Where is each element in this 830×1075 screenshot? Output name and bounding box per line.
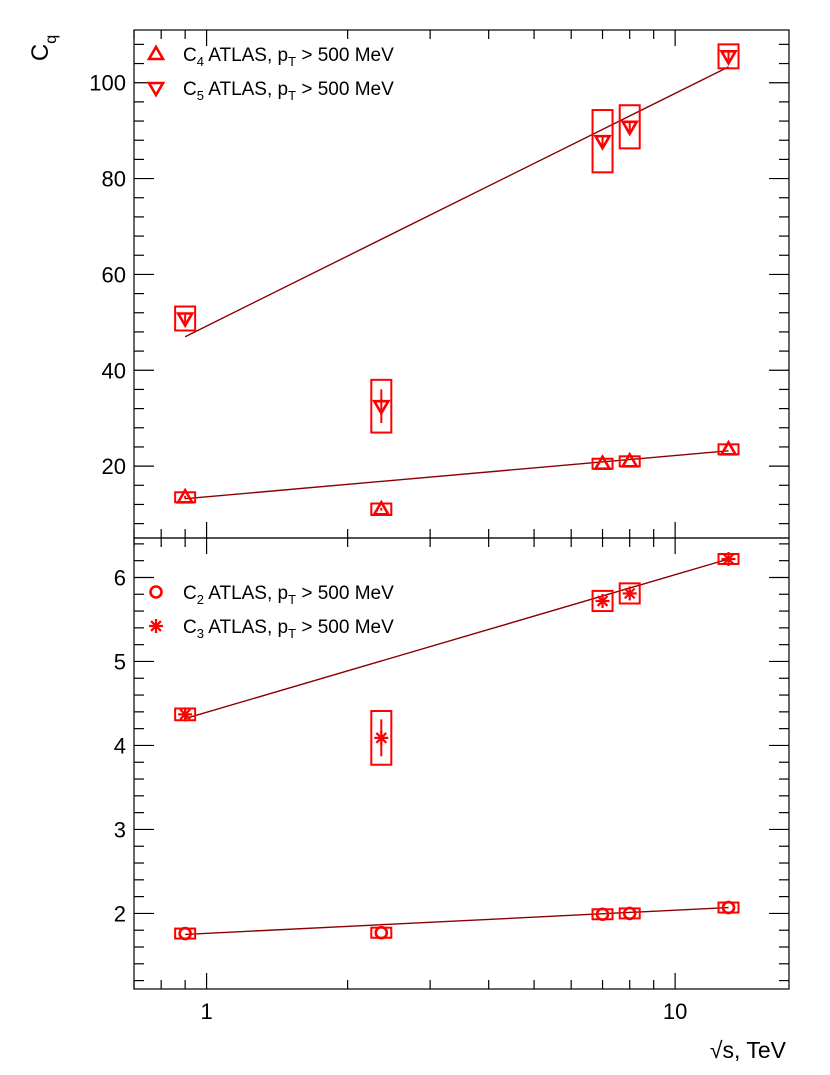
legend-entry: C5 ATLAS, pT > 500 MeV	[146, 79, 394, 103]
series-triangle-down-open	[174, 43, 740, 434]
data-point	[620, 451, 639, 468]
sys-error-box	[370, 378, 393, 434]
x-tick-label: 10	[663, 999, 687, 1024]
data-point	[593, 134, 612, 151]
series-triangle-up-open	[174, 439, 740, 516]
data-point	[719, 50, 738, 66]
legend-label: C3 ATLAS, pT > 500 MeV	[183, 617, 394, 641]
y-tick-label: 3	[114, 817, 126, 842]
data-point	[593, 454, 612, 471]
legend-marker	[149, 585, 163, 599]
plot-frame	[133, 29, 790, 539]
legend-label: C5 ATLAS, pT > 500 MeV	[183, 79, 394, 103]
data-point	[721, 551, 736, 566]
data-point	[622, 586, 637, 601]
y-tick-label: 40	[102, 358, 126, 383]
panel-bottom: 2 3 4 5 6 1 10 C2 ATLAS, pT > 500 MeV C3 ATLAS, …	[114, 537, 790, 1024]
y-tick-label: 20	[102, 454, 126, 479]
series-circle-open	[174, 900, 740, 941]
sys-error-box	[370, 926, 393, 939]
data-point	[178, 926, 192, 941]
fit-line	[184, 66, 729, 338]
y-tick-label: 6	[114, 565, 126, 590]
y-tick-label: 4	[114, 733, 126, 758]
x-axis-title: √s, TeV	[710, 1037, 787, 1063]
data-point	[374, 730, 389, 745]
y-tick-label: 60	[102, 262, 126, 287]
fit-line	[184, 558, 729, 720]
data-point	[622, 906, 637, 921]
sys-error-box	[618, 582, 641, 605]
plot-frame	[133, 537, 790, 990]
legend-label: C2 ATLAS, pT > 500 MeV	[183, 583, 394, 607]
sys-error-box	[717, 43, 740, 70]
legend-marker	[149, 619, 163, 633]
legend-marker	[146, 44, 166, 61]
data-point	[175, 487, 195, 504]
fit-line	[185, 450, 729, 500]
legend-entry: C2 ATLAS, pT > 500 MeV	[149, 583, 394, 607]
sys-error-box	[591, 109, 614, 174]
legend-label: C4 ATLAS, pT > 500 MeV	[183, 45, 394, 69]
data-point	[721, 900, 736, 915]
legend-entry: C3 ATLAS, pT > 500 MeV	[149, 617, 394, 641]
sys-error-box	[591, 589, 614, 613]
y-tick-label: 2	[114, 901, 126, 926]
sys-error-box	[618, 104, 641, 150]
panel-top: 20 40 60 80 100 C4 ATLAS, pT > 500 MeV C5 ATLA…	[89, 29, 790, 539]
data-point	[175, 312, 195, 329]
data-point	[374, 925, 389, 940]
y-tick-label: 80	[102, 167, 126, 192]
data-point	[595, 593, 610, 608]
y-tick-label: 100	[89, 71, 126, 96]
data-point	[719, 439, 738, 456]
y-tick-label: 5	[114, 649, 126, 674]
fit-line	[185, 906, 729, 936]
legend-marker	[146, 81, 166, 98]
data-point	[620, 120, 639, 137]
data-point	[178, 707, 193, 722]
y-axis-title: Cq	[27, 35, 60, 61]
series-star	[174, 551, 740, 766]
x-tick-label: 1	[200, 999, 212, 1024]
legend-entry: C4 ATLAS, pT > 500 MeV	[146, 44, 394, 69]
data-point	[595, 907, 610, 922]
data-point	[372, 499, 391, 516]
data-point	[372, 399, 391, 416]
sys-error-box	[370, 710, 393, 766]
sys-error-box	[174, 305, 197, 332]
